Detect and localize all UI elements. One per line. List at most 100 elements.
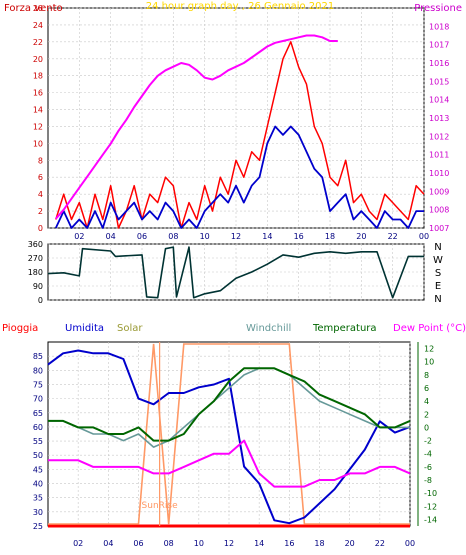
wind-x-tick-label: 12 (231, 232, 241, 241)
pressure-line (55, 34, 338, 220)
wind-y-tick-label: 2 (38, 207, 43, 216)
temperature-x-tick-label: 00 (405, 539, 415, 548)
wind-y-tick-label: 12 (33, 122, 43, 131)
compass-label: W (433, 255, 443, 266)
wind-y-tick-label: 18 (33, 72, 43, 81)
direction-y-tick-label: 0 (38, 296, 43, 305)
temperature-y-tick-label: 4 (424, 397, 429, 406)
compass-label: N (434, 294, 441, 305)
wind-y-tick-label: 26 (33, 4, 43, 13)
wind-chart-title: 24 hour graph day , 26 Gennaio 2021 (146, 1, 335, 12)
wind-x-tick-label: 16 (294, 232, 304, 241)
temperature-x-tick-label: 10 (194, 539, 204, 548)
temperature-y-tick-label: -6 (424, 463, 432, 472)
wind-x-tick-label: 02 (74, 232, 84, 241)
wind-speed-line (55, 41, 425, 229)
humidity-y-tick-label: 75 (33, 380, 43, 389)
wind-y-tick-label: 10 (33, 139, 43, 148)
temperature-y-tick-label: -10 (424, 489, 437, 498)
temperature-x-tick-label: 04 (103, 539, 113, 548)
solar-line (48, 343, 410, 525)
pressure-y-tick-label: 1009 (429, 187, 449, 196)
wind-y-tick-label: 22 (33, 38, 43, 47)
wind-x-tick-label: 10 (200, 232, 210, 241)
wind-x-tick-label: 18 (325, 232, 335, 241)
pressure-y-tick-label: 1007 (429, 224, 449, 233)
wind-x-tick-label: 22 (388, 232, 398, 241)
humidity-y-tick-label: 40 (33, 480, 43, 489)
humidity-y-tick-label: 60 (33, 423, 43, 432)
direction-y-tick-label: 180 (28, 268, 43, 277)
pressure-y-tick-label: 1010 (429, 169, 449, 178)
wind-y-tick-label: 16 (33, 89, 43, 98)
compass-label: S (435, 268, 441, 279)
wind-x-tick-label: 00 (419, 232, 429, 241)
pressure-y-tick-label: 1012 (429, 132, 449, 141)
pressure-y-tick-label: 1013 (429, 114, 449, 123)
legend-entry: Temperatura (312, 323, 377, 334)
dew-point-line (48, 439, 411, 488)
legend-entry: Pioggia (2, 323, 38, 334)
compass-label: E (435, 281, 441, 292)
humidity-y-tick-label: 65 (33, 409, 43, 418)
pressure-y-tick-label: 1014 (429, 96, 449, 105)
temperature-y-tick-label: -14 (424, 515, 437, 524)
temperature-y-tick-label: -4 (424, 450, 432, 459)
pressure-y-tick-label: 1011 (429, 151, 449, 160)
wind-y-tick-label: 0 (38, 224, 43, 233)
wind-y-tick-label: 14 (33, 106, 43, 115)
temperature-y-tick-label: -12 (424, 502, 437, 511)
temperature-x-tick-label: 14 (254, 539, 264, 548)
pressure-y-tick-label: 1016 (429, 59, 449, 68)
wind-axis-title: Forza vento (4, 3, 63, 14)
wind-x-tick-label: 04 (106, 232, 116, 241)
wind-y-tick-label: 8 (38, 156, 43, 165)
temperature-line (48, 367, 411, 442)
humidity-y-tick-label: 50 (33, 451, 43, 460)
wind-x-tick-label: 06 (137, 232, 147, 241)
temperature-x-tick-label: 08 (164, 539, 174, 548)
humidity-y-tick-label: 85 (33, 352, 43, 361)
compass-label: N (434, 242, 441, 253)
temperature-x-tick-label: 12 (224, 539, 234, 548)
legend-entry: Dew Point (°C) (393, 323, 466, 334)
temperature-x-tick-label: 06 (133, 539, 143, 548)
wind-x-tick-label: 20 (356, 232, 366, 241)
legend-entry: Umidita (65, 323, 104, 334)
temperature-y-tick-label: -8 (424, 476, 432, 485)
temperature-x-tick-label: 20 (345, 539, 355, 548)
temperature-y-tick-label: 8 (424, 371, 429, 380)
wind-y-tick-label: 4 (38, 190, 43, 199)
wind-x-tick-label: 08 (168, 232, 178, 241)
wind-y-tick-label: 24 (33, 21, 43, 30)
temperature-y-tick-label: 6 (424, 384, 429, 393)
temperature-y-tick-label: 10 (424, 358, 434, 367)
temperature-y-tick-label: 12 (424, 345, 434, 354)
temperature-y-tick-label: -2 (424, 437, 432, 446)
direction-y-tick-label: 90 (33, 282, 43, 291)
pressure-axis-title: Pressione (414, 3, 462, 14)
humidity-y-tick-label: 30 (33, 508, 43, 517)
pressure-y-tick-label: 1008 (429, 206, 449, 215)
legend-entry: Windchill (246, 323, 291, 334)
humidity-y-tick-label: 80 (33, 366, 43, 375)
humidity-y-tick-label: 45 (33, 465, 43, 474)
humidity-y-tick-label: 25 (33, 522, 43, 531)
pressure-y-tick-label: 1017 (429, 41, 449, 50)
temperature-x-tick-label: 02 (73, 539, 83, 548)
direction-y-tick-label: 270 (28, 254, 43, 263)
direction-y-tick-label: 360 (28, 240, 43, 249)
humidity-line (47, 349, 411, 525)
temperature-y-tick-label: 2 (424, 410, 429, 419)
legend-entry: Solar (117, 323, 143, 334)
temperature-x-tick-label: 22 (375, 539, 385, 548)
temperature-x-tick-label: 18 (314, 539, 324, 548)
wind-direction-line (47, 246, 424, 299)
pressure-y-tick-label: 1015 (429, 77, 449, 86)
wind-x-tick-label: 14 (262, 232, 272, 241)
temperature-y-tick-label: 0 (424, 423, 429, 432)
pressure-y-tick-label: 1018 (429, 22, 449, 31)
humidity-y-tick-label: 55 (33, 437, 43, 446)
